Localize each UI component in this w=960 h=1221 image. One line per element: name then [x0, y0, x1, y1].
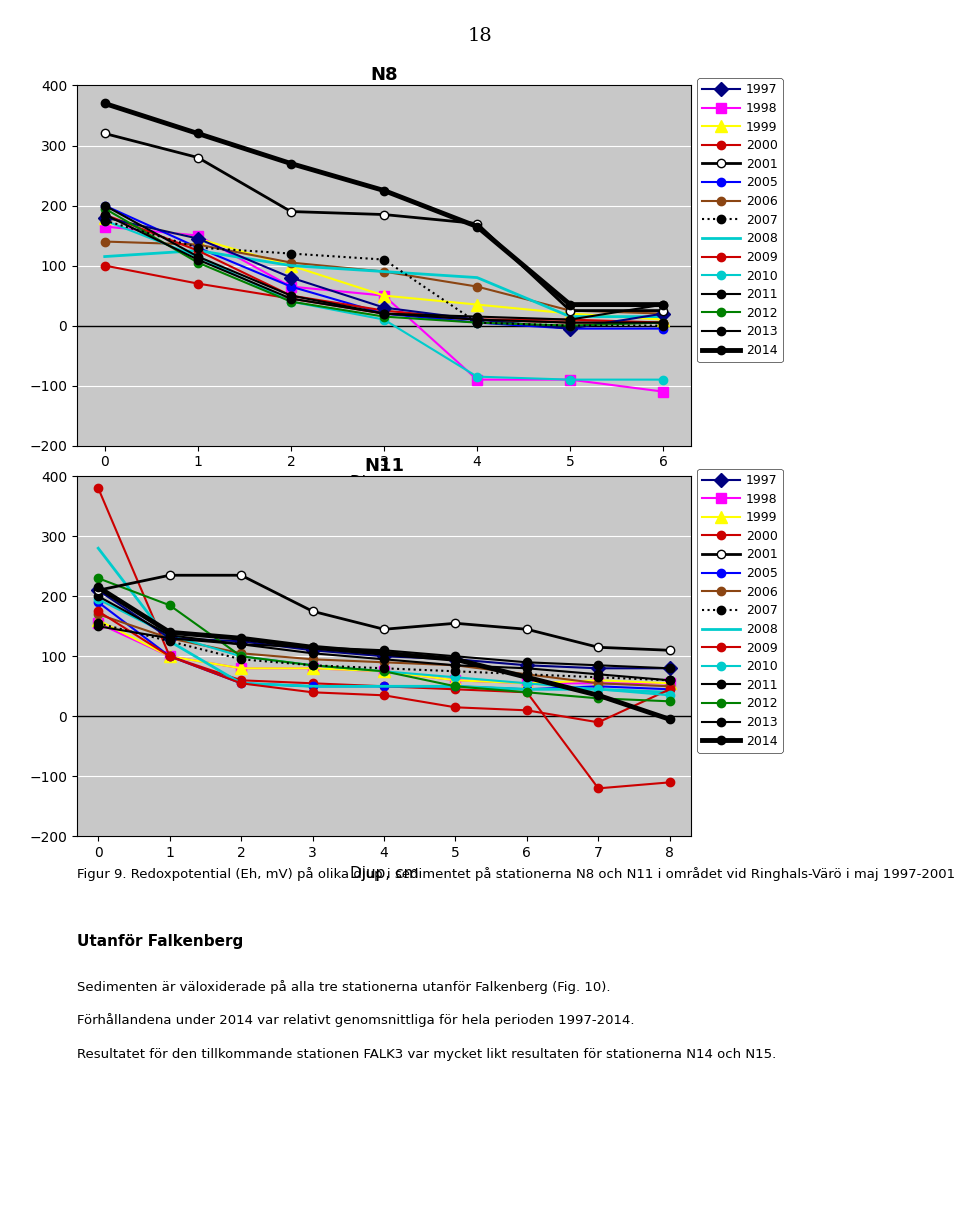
Text: Förhållandena under 2014 var relativt genomsnittliga för hela perioden 1997-2014: Förhållandena under 2014 var relativt ge… [77, 1013, 635, 1027]
Text: Sedimenten är väloxiderade på alla tre stationerna utanför Falkenberg (Fig. 10).: Sedimenten är väloxiderade på alla tre s… [77, 980, 611, 994]
Legend: 1997, 1998, 1999, 2000, 2001, 2005, 2006, 2007, 2008, 2009, 2010, 2011, 2012, 20: 1997, 1998, 1999, 2000, 2001, 2005, 2006… [697, 469, 783, 752]
X-axis label: Djup, cm: Djup, cm [349, 866, 419, 880]
Title: N8: N8 [371, 66, 397, 84]
Text: 18: 18 [468, 27, 492, 45]
Text: Resultatet för den tillkommande stationen FALK3 var mycket likt resultaten för s: Resultatet för den tillkommande statione… [77, 1048, 776, 1061]
Text: Figur 9. Redoxpotential (Eh, mV) på olika djup i sedimentet på stationerna N8 oc: Figur 9. Redoxpotential (Eh, mV) på olik… [77, 867, 960, 880]
Text: Utanför Falkenberg: Utanför Falkenberg [77, 934, 243, 949]
Legend: 1997, 1998, 1999, 2000, 2001, 2005, 2006, 2007, 2008, 2009, 2010, 2011, 2012, 20: 1997, 1998, 1999, 2000, 2001, 2005, 2006… [697, 78, 783, 361]
X-axis label: Djup, cm: Djup, cm [349, 475, 419, 490]
Title: N11: N11 [364, 457, 404, 475]
